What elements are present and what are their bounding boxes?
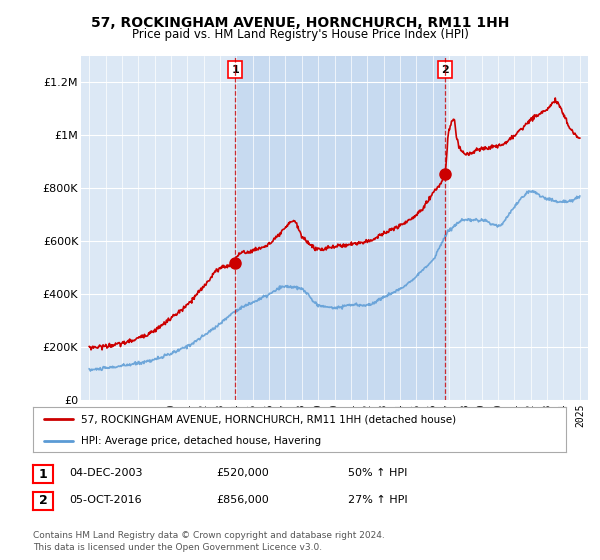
Text: HPI: Average price, detached house, Havering: HPI: Average price, detached house, Have…: [81, 436, 321, 446]
Text: 27% ↑ HPI: 27% ↑ HPI: [348, 494, 407, 505]
Text: 50% ↑ HPI: 50% ↑ HPI: [348, 468, 407, 478]
Text: 2: 2: [441, 64, 449, 74]
Text: £856,000: £856,000: [216, 494, 269, 505]
Text: 57, ROCKINGHAM AVENUE, HORNCHURCH, RM11 1HH: 57, ROCKINGHAM AVENUE, HORNCHURCH, RM11 …: [91, 16, 509, 30]
Text: £520,000: £520,000: [216, 468, 269, 478]
Text: 05-OCT-2016: 05-OCT-2016: [69, 494, 142, 505]
Text: Price paid vs. HM Land Registry's House Price Index (HPI): Price paid vs. HM Land Registry's House …: [131, 28, 469, 41]
Text: 2: 2: [38, 494, 47, 507]
Text: 1: 1: [231, 64, 239, 74]
Text: 04-DEC-2003: 04-DEC-2003: [69, 468, 143, 478]
Text: 1: 1: [38, 468, 47, 481]
Bar: [235, 56, 445, 400]
Text: 57, ROCKINGHAM AVENUE, HORNCHURCH, RM11 1HH (detached house): 57, ROCKINGHAM AVENUE, HORNCHURCH, RM11 …: [81, 414, 456, 424]
Text: Contains HM Land Registry data © Crown copyright and database right 2024.
This d: Contains HM Land Registry data © Crown c…: [33, 531, 385, 552]
